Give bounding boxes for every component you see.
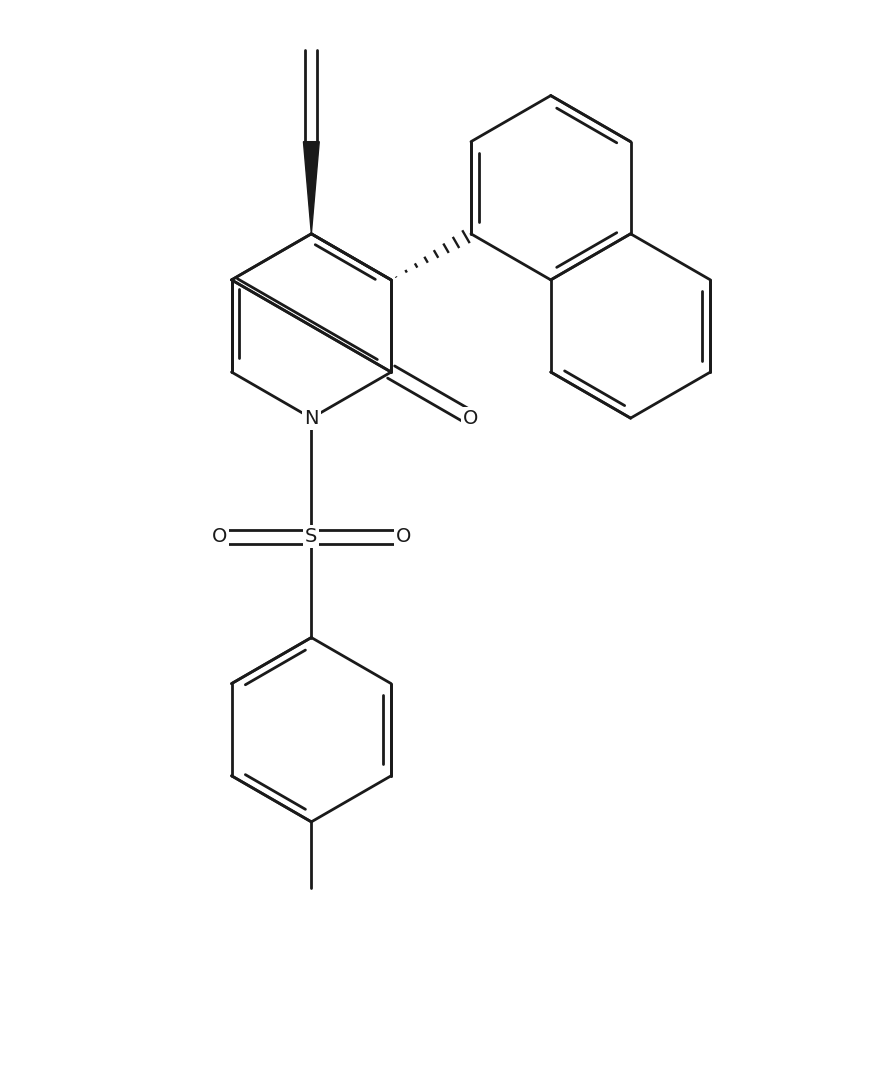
Text: S: S	[305, 527, 317, 546]
Text: O: O	[463, 409, 478, 427]
Text: O: O	[396, 527, 411, 546]
Text: N: N	[304, 409, 319, 427]
Text: O: O	[212, 527, 227, 546]
Polygon shape	[303, 142, 319, 234]
